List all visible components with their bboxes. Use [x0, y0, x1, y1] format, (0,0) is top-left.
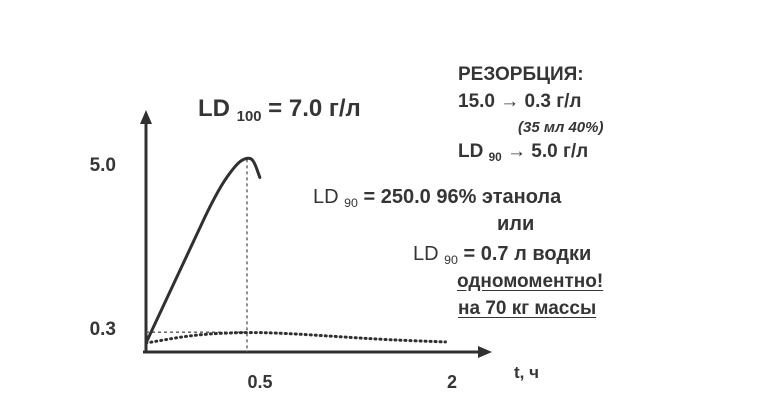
resorption-line1: 15.0 → 0.3 г/л — [458, 91, 582, 112]
vodka-line: LD 90 = 0.7 л водки — [413, 243, 592, 268]
ld100-subscript: 100 — [236, 109, 262, 126]
ld100-label: LD 100 = 7.0 г/л — [198, 95, 361, 126]
once-line: одномоментно! — [457, 271, 604, 292]
resorption-line3-subscript: 90 — [488, 151, 502, 165]
resorption-heading: РЕЗОРБЦИЯ: — [458, 64, 584, 85]
ethanol-subscript: 90 — [344, 196, 358, 211]
y-tick-label: 0.3 — [90, 319, 116, 340]
axes — [140, 110, 492, 358]
vodka-subscript: 90 — [444, 253, 458, 268]
x-tick-label: 2 — [447, 372, 457, 392]
resorption-line2: (35 мл 40%) — [518, 119, 604, 136]
or-line: или — [497, 213, 535, 235]
series-line-solid — [144, 156, 262, 345]
mass-line: на 70 кг массы — [458, 298, 597, 319]
series-group — [144, 156, 447, 345]
x-tick-label: 0.5 — [247, 372, 272, 392]
y-tick-label: 5.0 — [90, 155, 116, 176]
guide-lines — [146, 159, 248, 352]
x-axis-arrow — [478, 346, 492, 358]
resorption-line3: LD 90 → 5.0 г/л — [458, 141, 589, 165]
ethanol-line: LD 90 = 250.0 96% этанола — [313, 186, 562, 211]
y-axis-arrow — [140, 110, 152, 124]
tick-labels: 5.0 0.3 0.5 2 t, ч — [90, 155, 539, 392]
series-line-dotted — [144, 331, 447, 345]
x-axis-label: t, ч — [514, 363, 539, 382]
